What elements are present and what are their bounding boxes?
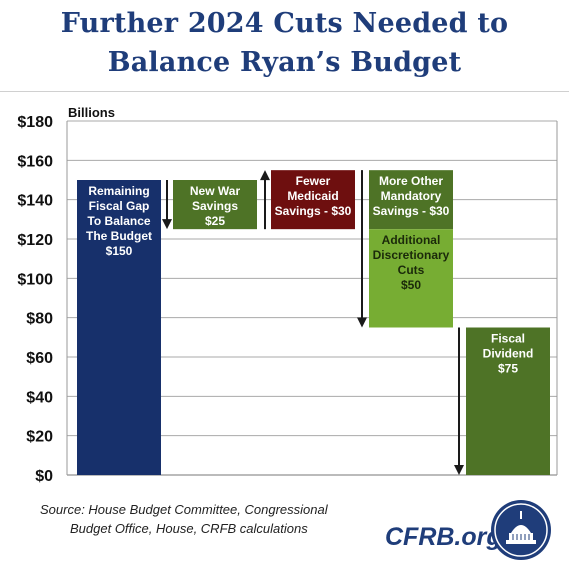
bar-label: Fiscal	[491, 332, 525, 346]
y-tick-label: $20	[26, 429, 53, 446]
y-tick-label: $60	[26, 350, 53, 367]
bar-label: Fiscal Gap	[89, 199, 150, 213]
arrow-head	[357, 317, 367, 328]
brand-link[interactable]: CFRB.org	[385, 523, 502, 551]
bar-label: Discretionary	[373, 248, 450, 262]
bar-label: More Other	[379, 174, 443, 188]
bar-label: To Balance	[87, 214, 150, 228]
y-tick-label: $40	[26, 389, 53, 406]
y-tick-label: $120	[17, 232, 53, 249]
bar-label: New War	[190, 184, 241, 198]
y-tick-label: $180	[17, 114, 53, 131]
y-tick-label: $0	[35, 468, 53, 485]
arrow-head	[454, 465, 464, 475]
waterfall-chart: Billions $0$20$40$60$80$100$120$140$160$…	[17, 105, 558, 485]
bar-label: Additional	[382, 233, 441, 247]
source-note: Source: House Budget Committee, Congress…	[40, 500, 380, 538]
bar	[271, 170, 355, 230]
y-tick-label: $80	[26, 311, 53, 328]
arrow-head	[162, 219, 172, 230]
bar-label: Remaining	[88, 184, 149, 198]
bar	[173, 180, 257, 230]
bar-label: $25	[205, 214, 225, 228]
bar	[77, 180, 161, 475]
chart-title-line-2: Balance Ryan’s Budget	[107, 47, 462, 78]
title-divider	[0, 91, 569, 92]
source-line-2: Budget Office, House, CRFB calculations	[70, 521, 308, 536]
bar-label: Medicaid	[287, 189, 338, 203]
chart-title-line-1: Further 2024 Cuts Needed to	[60, 8, 509, 39]
bar-label: Dividend	[483, 347, 534, 361]
bar	[369, 170, 453, 230]
capitol-dome-seal-icon	[491, 500, 551, 560]
unit-label: Billions	[68, 105, 115, 120]
arrow-head	[260, 170, 270, 181]
bar-label: Savings - $30	[373, 204, 450, 218]
y-tick-label: $160	[17, 153, 53, 170]
bar	[466, 327, 550, 475]
bar-label: Cuts	[398, 263, 425, 277]
bar-label: $150	[106, 244, 133, 258]
y-tick-label: $140	[17, 193, 53, 210]
bar-label: Mandatory	[381, 189, 442, 203]
chart-title: Further 2024 Cuts Needed to Balance Ryan…	[0, 4, 569, 82]
bar-label: Savings	[192, 199, 238, 213]
source-line-1: Source: House Budget Committee, Congress…	[40, 502, 328, 517]
y-tick-label: $100	[17, 271, 53, 288]
bar-label: Fewer	[296, 174, 331, 188]
bar-label: $50	[401, 278, 421, 292]
arrows	[162, 170, 464, 475]
bar-label: Savings - $30	[275, 204, 352, 218]
bar-label: $75	[498, 362, 518, 376]
y-axis-tick-labels: $0 $20 $40 $60 $80 $100 $120 $140 $160 $180	[17, 114, 53, 485]
bar	[369, 229, 453, 328]
bar-label: The Budget	[86, 229, 152, 243]
bars	[77, 170, 550, 475]
